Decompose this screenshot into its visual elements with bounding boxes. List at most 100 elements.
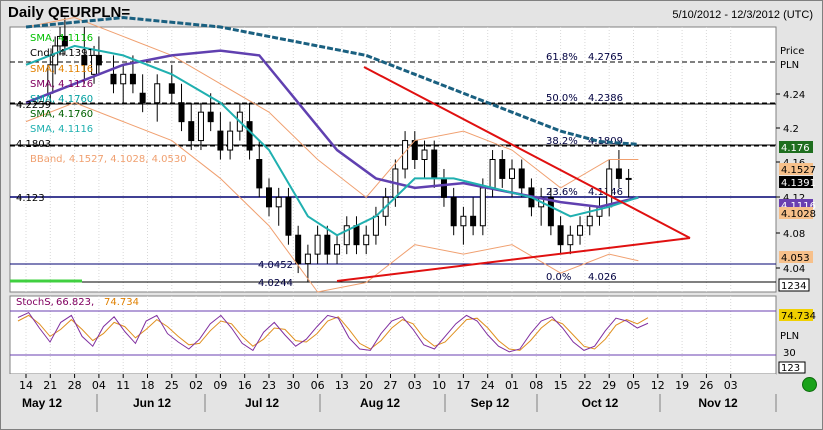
left-label: 4.123	[16, 193, 45, 204]
x-tick-label: 05	[627, 379, 641, 392]
live-status-icon[interactable]	[802, 377, 817, 392]
x-tick-label: 26	[699, 379, 713, 392]
x-tick-label: 25	[165, 379, 179, 392]
fib-label: 61.8%	[546, 52, 578, 63]
candle-body	[606, 168, 613, 208]
legend-entry: 4.1803	[16, 139, 51, 150]
support-label: 4.0244	[258, 278, 293, 289]
candle-body	[615, 168, 622, 179]
price-label: 4.053	[781, 253, 810, 264]
candle-body	[334, 244, 341, 255]
legend-entry: SMA, 4.1116	[30, 124, 93, 135]
sma-fast-line	[25, 44, 639, 237]
stoch-plot-area	[9, 295, 777, 375]
candle-body	[324, 234, 331, 255]
x-tick-label: 03	[408, 379, 422, 392]
stoch-legend-d: 74.734	[104, 297, 139, 308]
x-axis-area	[0, 374, 776, 430]
x-tick-label: 27	[384, 379, 398, 392]
candle-body	[207, 111, 214, 123]
stoch-legend-k: 66.823,	[56, 297, 94, 308]
candle-body	[246, 121, 253, 151]
candle-body	[421, 149, 428, 161]
candle-body	[411, 140, 418, 160]
candle-body	[266, 187, 272, 208]
stoch-axis-unit: PLN	[780, 331, 799, 342]
x-tick-label: 30	[286, 379, 300, 392]
candle-body	[509, 168, 515, 179]
month-label: Aug 12	[360, 396, 400, 410]
axis-unit: PLN	[780, 60, 799, 71]
price-label: 4.176	[781, 143, 810, 154]
month-label: Nov 12	[698, 396, 738, 410]
month-label: Oct 12	[582, 396, 619, 410]
candle-body	[81, 54, 88, 66]
y-tick-label: 4.12	[783, 193, 805, 204]
x-tick-label: 11	[116, 379, 130, 392]
candle-body	[188, 121, 195, 142]
candle-body	[343, 225, 350, 246]
month-label: Sep 12	[471, 396, 510, 410]
stoch-legend-name: StochS,	[16, 297, 54, 308]
candle-body	[154, 83, 161, 104]
candle-body	[518, 168, 525, 189]
candle-body	[217, 130, 224, 151]
month-label: Jun 12	[133, 396, 171, 410]
candle-body	[295, 234, 302, 265]
candle-body	[402, 140, 409, 170]
price-label-box	[778, 278, 810, 292]
legend-entry: SMA, 4.1116	[30, 64, 93, 75]
fib-value: 4.026	[588, 272, 617, 283]
candle-body	[197, 111, 204, 142]
price-label-box	[779, 176, 813, 188]
stoch-label: 74.734	[781, 311, 816, 322]
price-label: 4.1527	[781, 165, 816, 176]
x-tick-label: 14	[19, 379, 33, 392]
candle-body	[95, 54, 102, 66]
legend-entry: Cndl, 4.1391	[30, 48, 94, 59]
fib-label: 50.0%	[546, 93, 578, 104]
legend-entry: BBand, 4.1527, 4.1028, 4.0530	[30, 154, 187, 165]
x-tick-label: 13	[335, 379, 349, 392]
candle-body	[227, 130, 234, 151]
candle-body	[567, 234, 574, 246]
bband-line	[25, 102, 639, 293]
price-plot-area	[9, 26, 777, 293]
candle-body	[479, 187, 486, 227]
candle-body	[178, 102, 185, 123]
y-tick-label: 4.2	[783, 124, 799, 135]
x-tick-label: 29	[602, 379, 616, 392]
fib-value: 4.2765	[588, 52, 623, 63]
x-tick-label: 21	[43, 379, 57, 392]
y-tick-label: 4.08	[783, 229, 805, 240]
x-tick-label: 01	[505, 379, 519, 392]
candle-body	[139, 92, 146, 104]
legend-entry: SMA, 4.1116	[30, 79, 93, 90]
trend-line-upper	[363, 66, 691, 239]
fib-label: 0.0%	[546, 272, 571, 283]
candle-body	[557, 225, 564, 246]
x-tick-label: 23	[262, 379, 276, 392]
candle-body	[61, 35, 68, 47]
stoch-label-box	[778, 361, 806, 374]
x-tick-label: 06	[311, 379, 325, 392]
stoch-label: 123	[781, 363, 800, 374]
price-label-box	[779, 207, 813, 219]
price-label-box	[779, 251, 813, 263]
candle-body	[460, 215, 467, 227]
x-tick-label: 09	[213, 379, 227, 392]
stoch-y-tick-label: 30	[783, 348, 796, 359]
candle-body	[168, 83, 175, 94]
legend-entry: SMA, 4.1760	[30, 109, 93, 120]
sma-slow-line	[25, 16, 639, 146]
y-tick-label: 4.04	[783, 264, 805, 275]
x-tick-label: 20	[359, 379, 373, 392]
candle-body	[129, 73, 136, 85]
axis-title: Price	[780, 46, 804, 57]
x-tick-label: 18	[141, 379, 155, 392]
candle-body	[547, 196, 554, 227]
legend-entry: SMA, 4.1760	[30, 94, 93, 105]
support-label: 4.0452	[258, 260, 293, 271]
